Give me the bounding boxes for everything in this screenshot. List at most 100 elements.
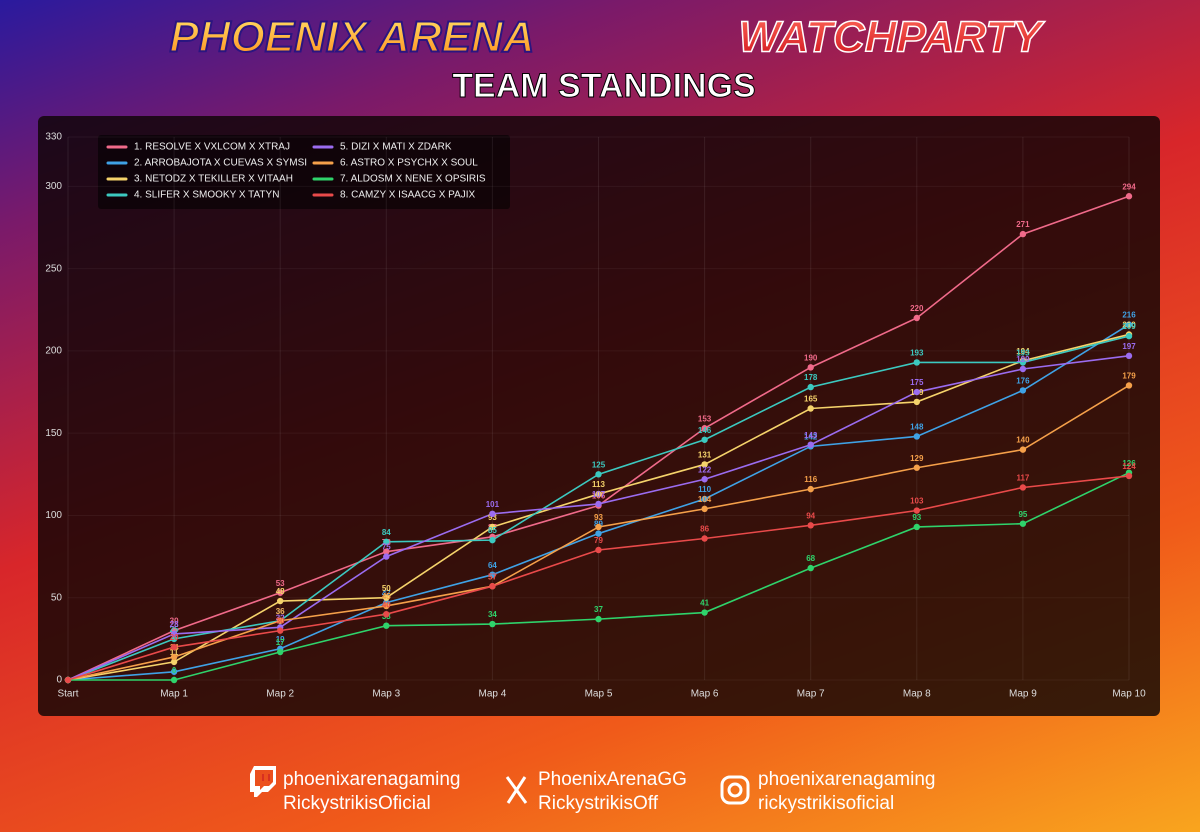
data-point [701, 436, 708, 443]
data-label: 131 [698, 451, 712, 460]
data-point [277, 627, 284, 634]
data-point [913, 314, 920, 322]
legend-label: 4. SLIFER X SMOOKY X TATYN [134, 190, 279, 201]
data-label: 0 [172, 666, 177, 675]
data-label: 143 [804, 431, 818, 440]
data-point [913, 507, 920, 514]
legend-label: 7. ALDOSM X NENE X OPSIRIS [340, 174, 486, 185]
data-point [170, 658, 178, 666]
data-label: 36 [276, 607, 285, 616]
data-label: 17 [276, 638, 285, 647]
data-label: 37 [594, 605, 603, 614]
data-label: 53 [276, 579, 285, 588]
data-label: 193 [1016, 349, 1030, 358]
data-label: 146 [698, 426, 712, 435]
data-point [383, 553, 390, 560]
data-label: 142 [804, 432, 818, 441]
x-tick-label: Map 5 [585, 689, 613, 700]
data-label: 75 [382, 543, 391, 552]
data-point [383, 610, 390, 618]
data-point [170, 668, 178, 675]
data-label: 178 [804, 373, 818, 382]
x-tick-label: Map 6 [691, 689, 719, 700]
x-tick-label: Map 1 [160, 689, 188, 700]
data-label: 110 [698, 485, 711, 494]
legend-label: 3. NETODZ X TEKILLER X VITAAH [134, 174, 293, 185]
data-point [1019, 359, 1027, 366]
data-label: 179 [1122, 372, 1136, 381]
twitch-handle: phoenixarenagaming [283, 769, 460, 790]
data-label: 140 [1016, 436, 1030, 445]
data-point [595, 530, 602, 537]
data-label: 93 [594, 513, 603, 522]
data-label: 209 [1122, 322, 1136, 331]
data-label: 34 [488, 610, 497, 619]
data-label: 25 [170, 625, 179, 634]
data-point [1019, 365, 1027, 373]
data-point [1125, 321, 1133, 328]
title-left: PHOENIX ARENA [169, 13, 534, 62]
data-point [1019, 446, 1027, 453]
data-point [170, 643, 178, 651]
data-point [701, 609, 708, 616]
legend-label: 2. ARROBAJOTA X CUEVAS X SYMSI [134, 158, 307, 169]
x-tick-label: Map 10 [1112, 689, 1146, 700]
data-label: 86 [700, 525, 709, 534]
y-tick-label: 50 [51, 592, 63, 603]
data-label: 101 [486, 500, 500, 509]
data-label: 95 [1018, 510, 1027, 519]
data-label: 84 [382, 528, 391, 537]
data-label: 175 [910, 378, 924, 387]
data-point [913, 398, 920, 406]
data-point [913, 359, 920, 366]
data-label: 45 [382, 592, 391, 601]
data-point [913, 388, 920, 396]
data-label: 124 [1122, 462, 1136, 471]
data-label: 271 [1016, 220, 1030, 229]
x-handle: PhoenixArenaGG [538, 769, 687, 790]
data-point [595, 471, 602, 478]
data-point [383, 602, 390, 610]
data-point [1125, 332, 1133, 340]
data-label: 11 [170, 648, 179, 657]
data-point [913, 523, 920, 531]
data-label: 165 [804, 395, 818, 404]
data-label: 93 [912, 513, 921, 522]
data-label: 41 [700, 599, 709, 608]
data-label: 190 [804, 353, 818, 362]
x-tick-label: Map 9 [1009, 689, 1037, 700]
instagram-handle: phoenixarenagaming [758, 769, 935, 790]
data-point [701, 495, 708, 503]
y-tick-label: 0 [56, 675, 62, 686]
data-label: 176 [1016, 377, 1030, 386]
data-point [807, 564, 814, 572]
data-label: 93 [488, 513, 497, 522]
data-point [170, 635, 178, 643]
data-label: 220 [910, 304, 924, 313]
y-tick-label: 250 [45, 263, 62, 274]
data-point [64, 676, 72, 684]
data-label: 48 [276, 587, 285, 596]
data-label: 216 [1122, 311, 1136, 320]
x-tick-label: Map 3 [372, 689, 400, 700]
y-tick-label: 100 [45, 510, 62, 521]
data-label: 64 [488, 561, 497, 570]
data-point [277, 589, 284, 596]
data-label: 20 [170, 633, 179, 642]
data-point [595, 500, 602, 508]
data-point [701, 461, 708, 468]
data-label: 197 [1122, 342, 1136, 351]
data-point [383, 594, 390, 601]
data-point [807, 364, 814, 371]
twitch-icon [250, 766, 276, 797]
x-tick-label: Map 8 [903, 689, 931, 700]
chart-panel [38, 116, 1160, 716]
data-label: 153 [698, 414, 712, 423]
data-label: 30 [170, 617, 179, 626]
title-right: WATCHPARTY [738, 13, 1045, 62]
legend-label: 5. DIZI X MATI X ZDARK [340, 142, 452, 153]
data-label: 36 [276, 607, 285, 616]
data-label: 125 [592, 460, 606, 469]
data-label: 193 [910, 349, 924, 358]
data-label: 40 [382, 600, 391, 609]
